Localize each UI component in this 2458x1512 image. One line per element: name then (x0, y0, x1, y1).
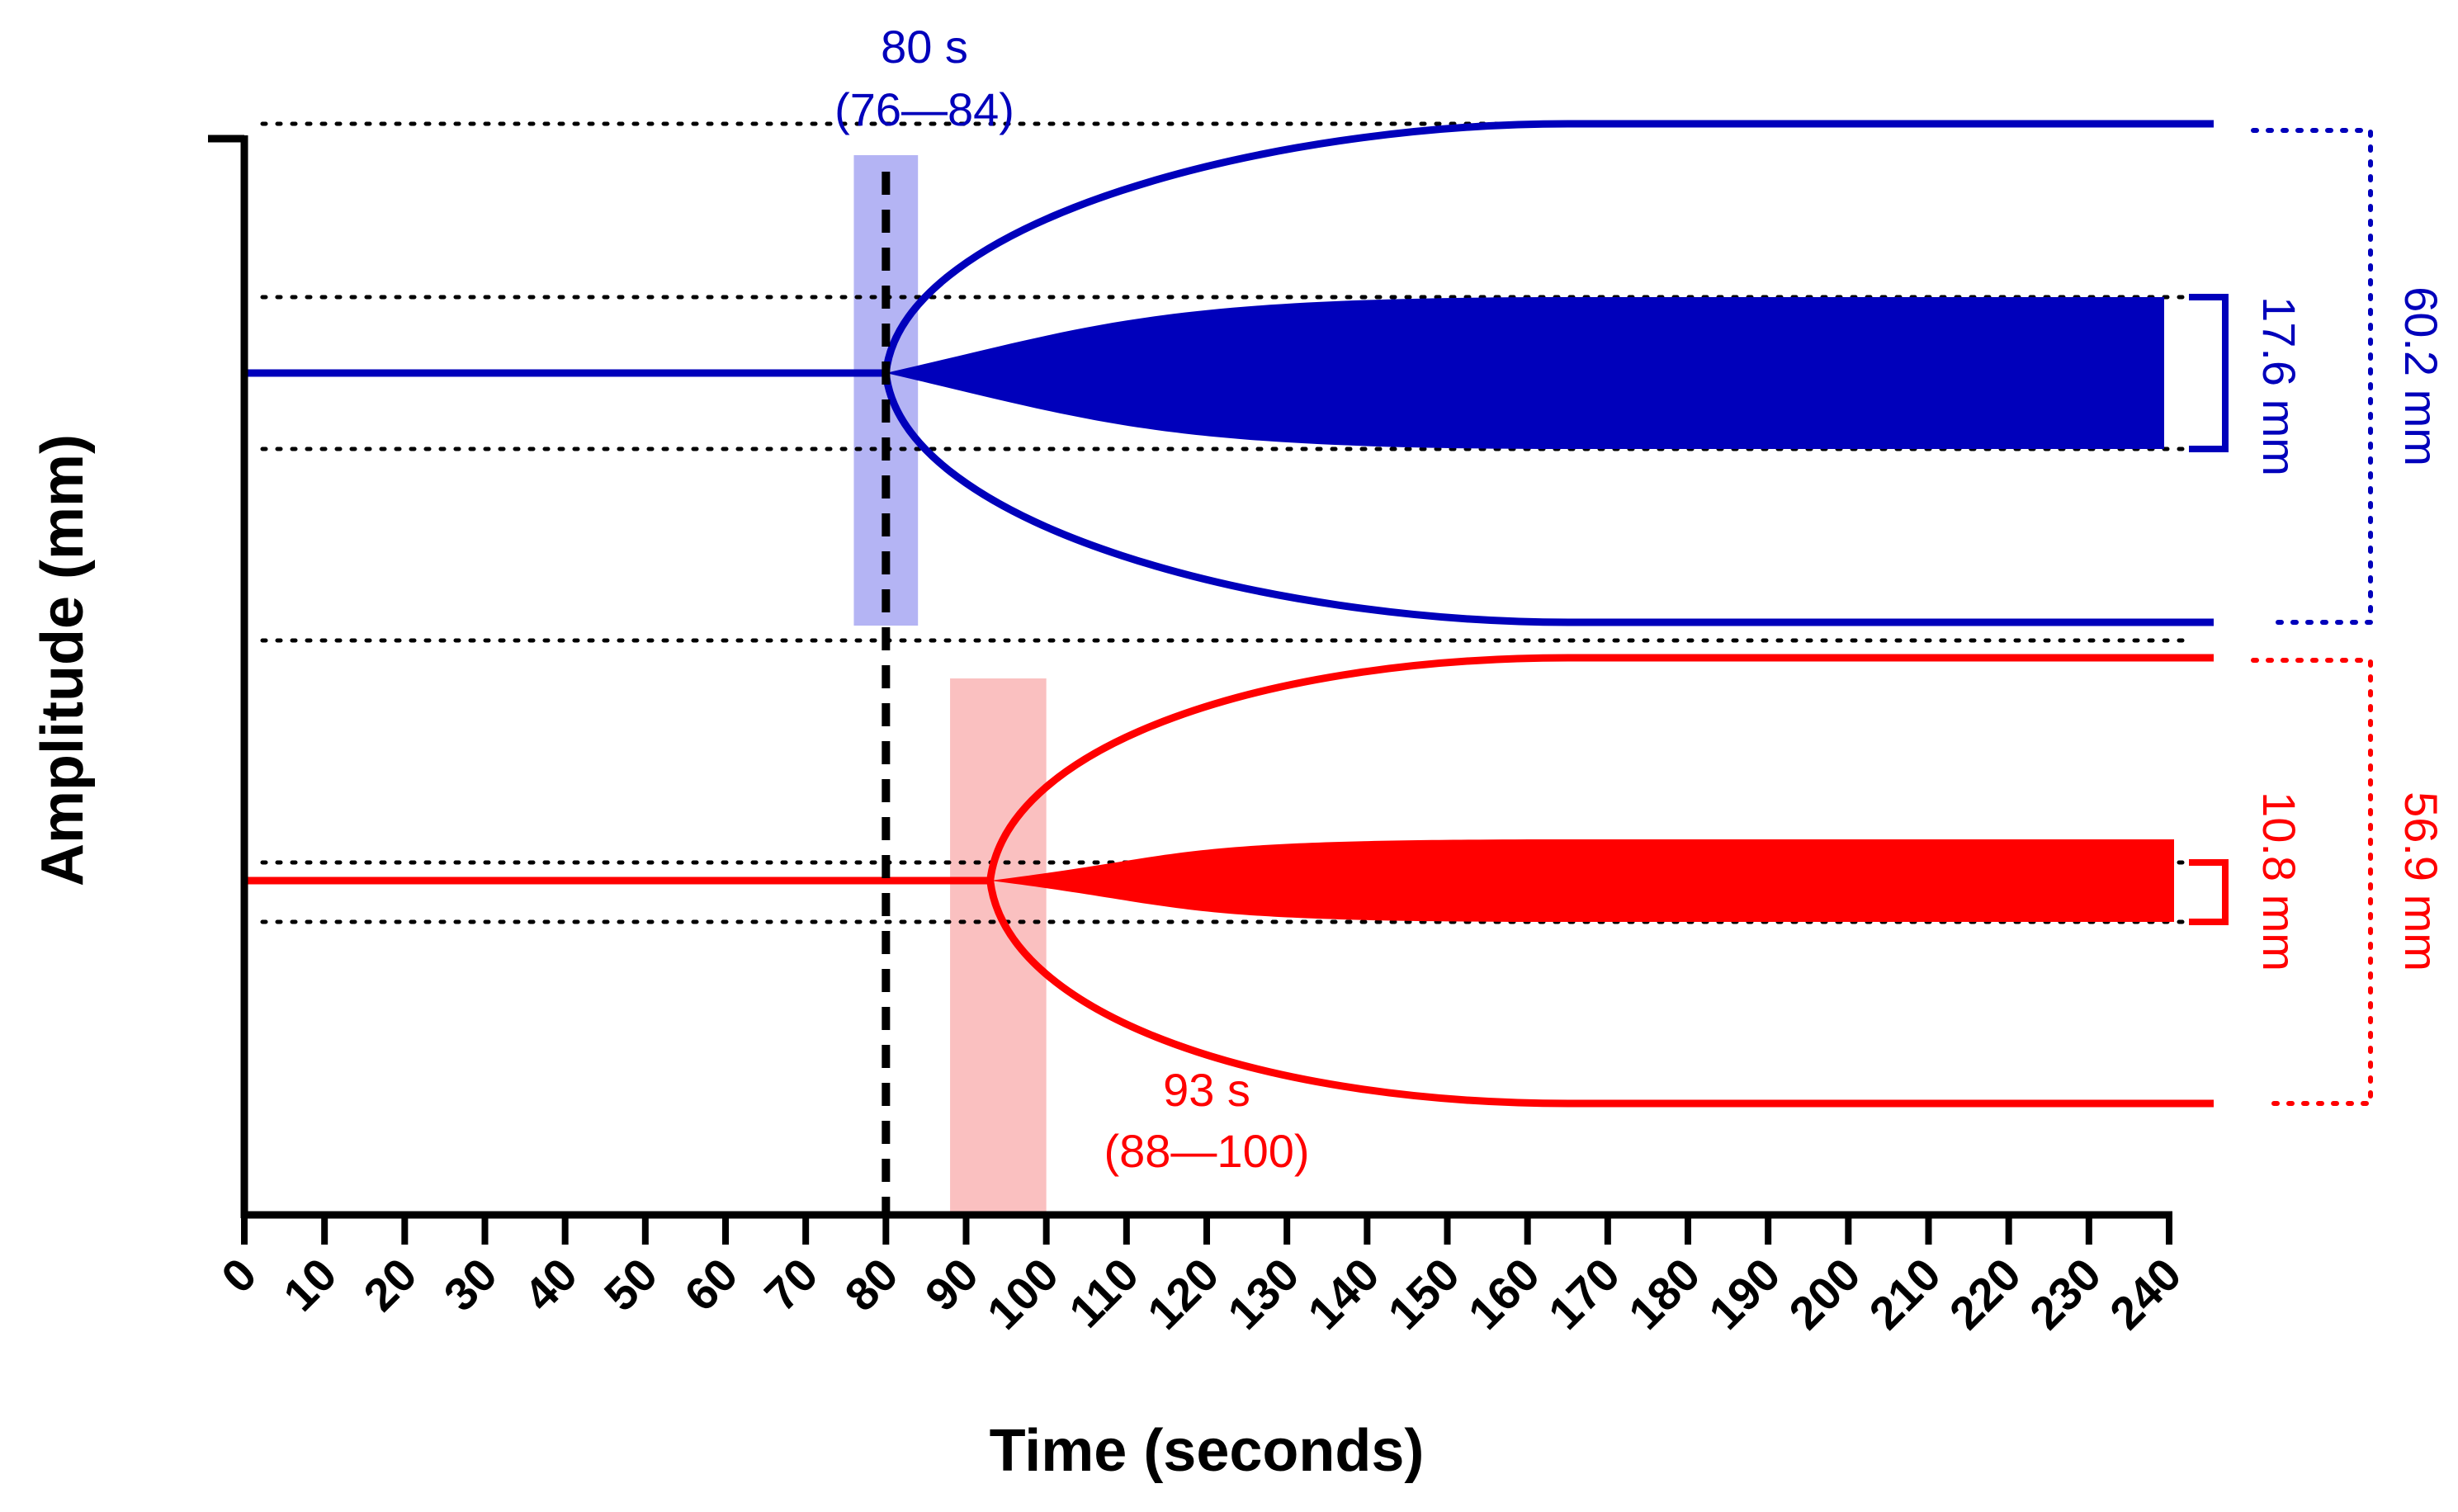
blue-oscillation-fill (886, 297, 2164, 449)
envelope-dotted-bracket-1 (2251, 658, 2373, 1106)
blue-oscillation-bracket (2189, 294, 2229, 452)
x-tick-label-160: 160 (1458, 1248, 1550, 1340)
x-tick-label-200: 200 (1779, 1248, 1870, 1340)
x-tick-label-130: 130 (1217, 1248, 1309, 1340)
x-tick-label-30: 30 (433, 1248, 507, 1321)
x-tick-label-0: 0 (211, 1248, 267, 1303)
blue-oscillation-amplitude-label: 17.6 mm (2253, 296, 2305, 476)
red-envelope-curve (986, 654, 2214, 1108)
x-tick-label-100: 100 (977, 1248, 1069, 1340)
red-oscillation-amplitude-label: 10.8 mm (2253, 791, 2305, 971)
x-tick-label-50: 50 (594, 1248, 668, 1321)
x-tick-label-40: 40 (514, 1248, 588, 1321)
x-tick-label-230: 230 (2020, 1248, 2111, 1340)
x-tick-label-60: 60 (674, 1248, 748, 1321)
x-tick-label-190: 190 (1699, 1248, 1790, 1340)
x-tick-label-240: 240 (2100, 1248, 2191, 1340)
red-envelope-amplitude-label: 56.9 mm (2395, 791, 2447, 971)
blue-envelope-amplitude-label: 60.2 mm (2395, 286, 2447, 466)
x-axis-ticks: 0 10 20 30 40 50 60 70 80 90100110120130140150160… (211, 1215, 2191, 1340)
blue-onset-range-label: (76—84) (834, 83, 1014, 135)
x-tick-label-110: 110 (1059, 1248, 1148, 1337)
red-oscillation-bracket (2189, 859, 2229, 925)
x-tick-label-170: 170 (1539, 1248, 1630, 1340)
red-onset-range-band (950, 678, 1047, 1215)
x-tick-label-210: 210 (1859, 1248, 1950, 1340)
y-axis-label: Amplitude (mm) (30, 434, 96, 886)
envelope-amplitude-dotted-brackets (2251, 128, 2373, 1106)
red-oscillation-fill (990, 839, 2174, 922)
blue-onset-label: 80 s (881, 21, 968, 73)
x-tick-label-90: 90 (915, 1248, 988, 1321)
x-tick-label-70: 70 (754, 1248, 828, 1321)
x-tick-label-80: 80 (834, 1248, 908, 1321)
red-onset-label: 93 s (1163, 1064, 1250, 1116)
x-tick-label-140: 140 (1298, 1248, 1389, 1340)
envelope-dotted-bracket-0 (2251, 128, 2373, 625)
x-tick-label-180: 180 (1619, 1248, 1710, 1340)
x-tick-label-20: 20 (353, 1248, 427, 1321)
x-tick-label-220: 220 (1940, 1248, 2031, 1340)
x-tick-label-10: 10 (273, 1248, 347, 1321)
x-tick-label-120: 120 (1137, 1248, 1229, 1340)
red-onset-range-label: (88—100) (1104, 1125, 1309, 1177)
dotted-reference-lines (260, 121, 2190, 924)
x-tick-label-150: 150 (1378, 1248, 1469, 1340)
x-axis-label: Time (seconds) (990, 1418, 1425, 1484)
